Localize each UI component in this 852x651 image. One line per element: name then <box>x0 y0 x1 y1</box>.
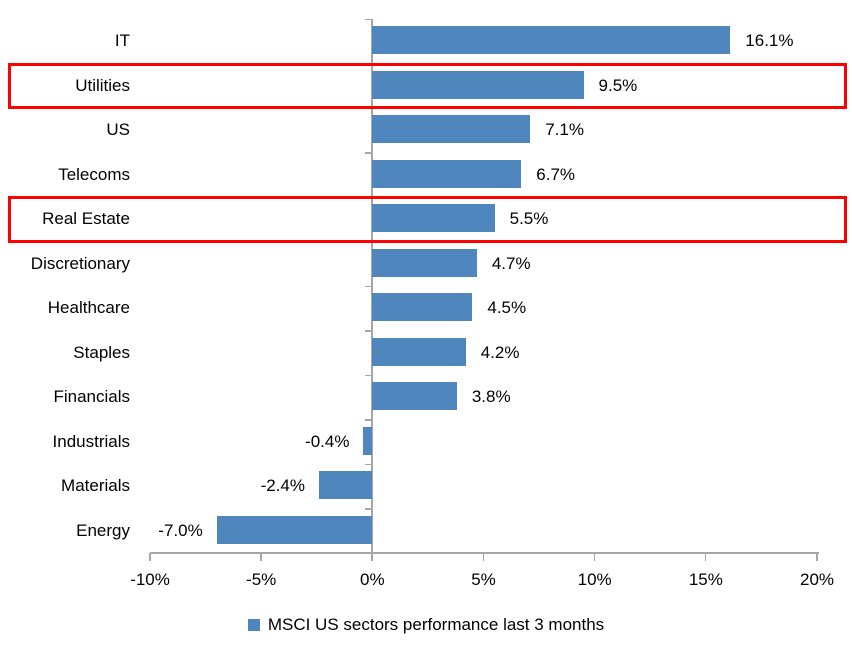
bar <box>372 382 457 410</box>
bar <box>216 515 373 544</box>
category-label: Materials <box>61 476 130 495</box>
x-tick-label: 5% <box>471 570 496 589</box>
bar <box>372 26 731 54</box>
value-label: 16.1% <box>745 31 794 50</box>
category-label: US <box>106 120 130 139</box>
legend-label: MSCI US sectors performance last 3 month… <box>267 615 605 634</box>
category-axis-tick <box>365 374 373 376</box>
bar <box>372 70 584 99</box>
value-axis-line <box>150 552 819 554</box>
x-tick-label: 15% <box>688 570 723 589</box>
x-tick-label: -5% <box>246 570 277 589</box>
category-axis-tick <box>365 18 373 20</box>
category-axis-tick <box>365 508 373 510</box>
category-label: Staples <box>73 342 130 362</box>
category-axis-tick <box>365 285 373 287</box>
x-tick-label: -10% <box>130 570 170 589</box>
value-axis-tick <box>371 553 373 561</box>
legend-marker-icon <box>247 619 260 631</box>
value-label: 5.5% <box>509 209 549 228</box>
value-axis-tick <box>149 553 151 561</box>
category-axis-tick <box>365 330 373 332</box>
category-label: Healthcare <box>47 298 130 317</box>
category-label: Real Estate <box>42 209 130 228</box>
category-axis-line <box>371 19 374 553</box>
value-label: 4.5% <box>487 298 527 317</box>
value-axis-tick <box>816 553 818 561</box>
value-axis-tick <box>593 553 596 561</box>
value-label: 4.2% <box>480 342 520 362</box>
category-axis-tick <box>365 463 373 465</box>
bar <box>372 115 531 143</box>
category-label: Discretionary <box>30 253 130 273</box>
highlight-box <box>8 196 847 243</box>
category-label: Utilities <box>75 75 130 95</box>
category-label: Telecoms <box>58 164 130 184</box>
bar <box>372 159 522 188</box>
x-tick-label: 10% <box>577 570 612 589</box>
value-axis-tick <box>482 553 484 561</box>
category-label: IT <box>114 31 130 50</box>
value-label: -0.4% <box>305 431 350 451</box>
bar <box>372 204 495 232</box>
legend: MSCI US sectors performance last 3 month… <box>0 612 852 638</box>
bar <box>372 337 466 366</box>
bar <box>363 426 373 455</box>
x-tick-label: 0% <box>360 570 385 589</box>
value-label: 6.7% <box>536 164 576 184</box>
bar <box>372 293 473 321</box>
category-label: Energy <box>76 520 130 540</box>
category-axis-tick <box>365 152 373 154</box>
category-label: Industrials <box>52 431 130 451</box>
value-label: 4.7% <box>491 253 531 273</box>
x-tick-label: 20% <box>799 570 835 589</box>
value-label: 7.1% <box>545 120 584 139</box>
value-axis-tick <box>704 553 707 561</box>
highlight-box <box>8 62 847 109</box>
value-label: 9.5% <box>598 75 638 95</box>
value-label: -7.0% <box>158 520 203 540</box>
value-label: 3.8% <box>471 387 511 406</box>
category-label: Financials <box>53 387 130 406</box>
category-axis-tick <box>365 419 373 421</box>
value-label: -2.4% <box>260 476 305 495</box>
bar <box>372 248 477 277</box>
value-axis-tick <box>260 553 262 561</box>
bar <box>318 471 373 499</box>
